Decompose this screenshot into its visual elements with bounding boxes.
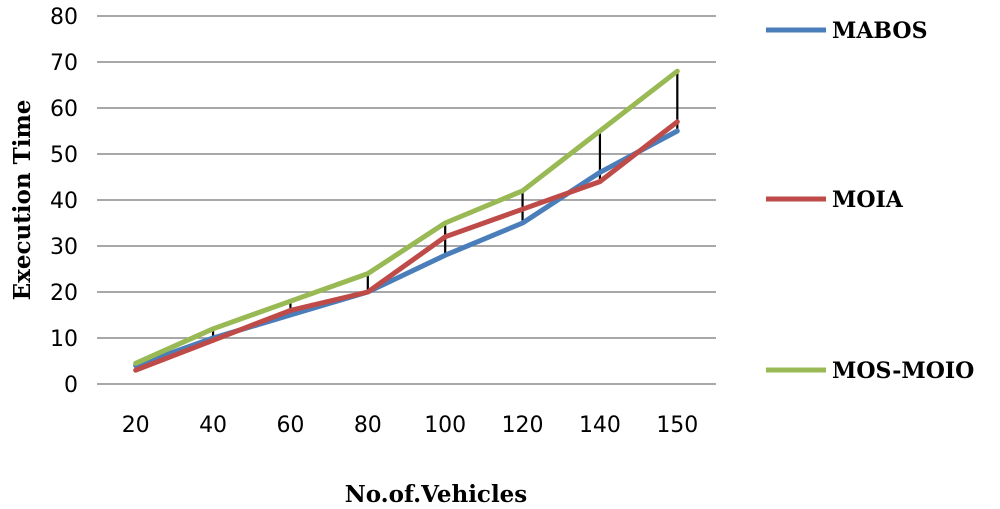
y-tick-label: 80 xyxy=(50,5,78,30)
x-tick-label: 20 xyxy=(122,413,150,438)
y-tick-label: 50 xyxy=(50,143,78,168)
y-tick-label: 10 xyxy=(50,327,78,352)
y-axis-title: Execution Time xyxy=(9,100,36,301)
legend-label: MOS-MOIO xyxy=(832,358,974,384)
x-tick-label: 120 xyxy=(502,413,544,438)
series-line-moia xyxy=(133,119,680,373)
x-axis-tick-labels: 20 40 60 80 100 120 140 150 xyxy=(122,413,699,438)
legend-label: MOIA xyxy=(832,187,904,213)
legend-label: MABOS xyxy=(832,18,927,44)
y-axis-tick-labels: 0 10 20 30 40 50 60 70 80 xyxy=(50,5,78,398)
x-axis-title: No.of.Vehicles xyxy=(345,481,528,508)
y-tick-label: 60 xyxy=(50,97,78,122)
x-tick-label: 80 xyxy=(354,413,382,438)
y-tick-label: 0 xyxy=(64,373,78,398)
x-tick-label: 60 xyxy=(276,413,304,438)
series-line-mos-moio xyxy=(133,68,680,366)
x-tick-label: 40 xyxy=(199,413,227,438)
y-tick-label: 20 xyxy=(50,281,78,306)
y-tick-label: 40 xyxy=(50,189,78,214)
y-tick-label: 70 xyxy=(50,51,78,76)
x-tick-label: 140 xyxy=(579,413,621,438)
y-tick-label: 30 xyxy=(50,235,78,260)
x-tick-label: 150 xyxy=(656,413,698,438)
legend: MABOS MOIA MOS-MOIO xyxy=(766,18,974,384)
series-lines xyxy=(133,68,680,373)
x-tick-label: 100 xyxy=(424,413,466,438)
grid-lines xyxy=(97,15,716,385)
